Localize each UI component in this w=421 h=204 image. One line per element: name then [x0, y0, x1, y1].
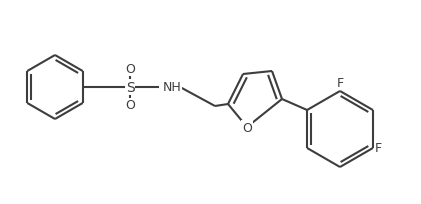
Text: O: O — [125, 99, 135, 112]
Text: NH: NH — [163, 81, 182, 94]
Text: O: O — [242, 121, 252, 134]
Text: F: F — [375, 142, 382, 155]
Text: S: S — [125, 81, 134, 94]
Text: O: O — [125, 63, 135, 76]
Text: F: F — [336, 77, 344, 90]
